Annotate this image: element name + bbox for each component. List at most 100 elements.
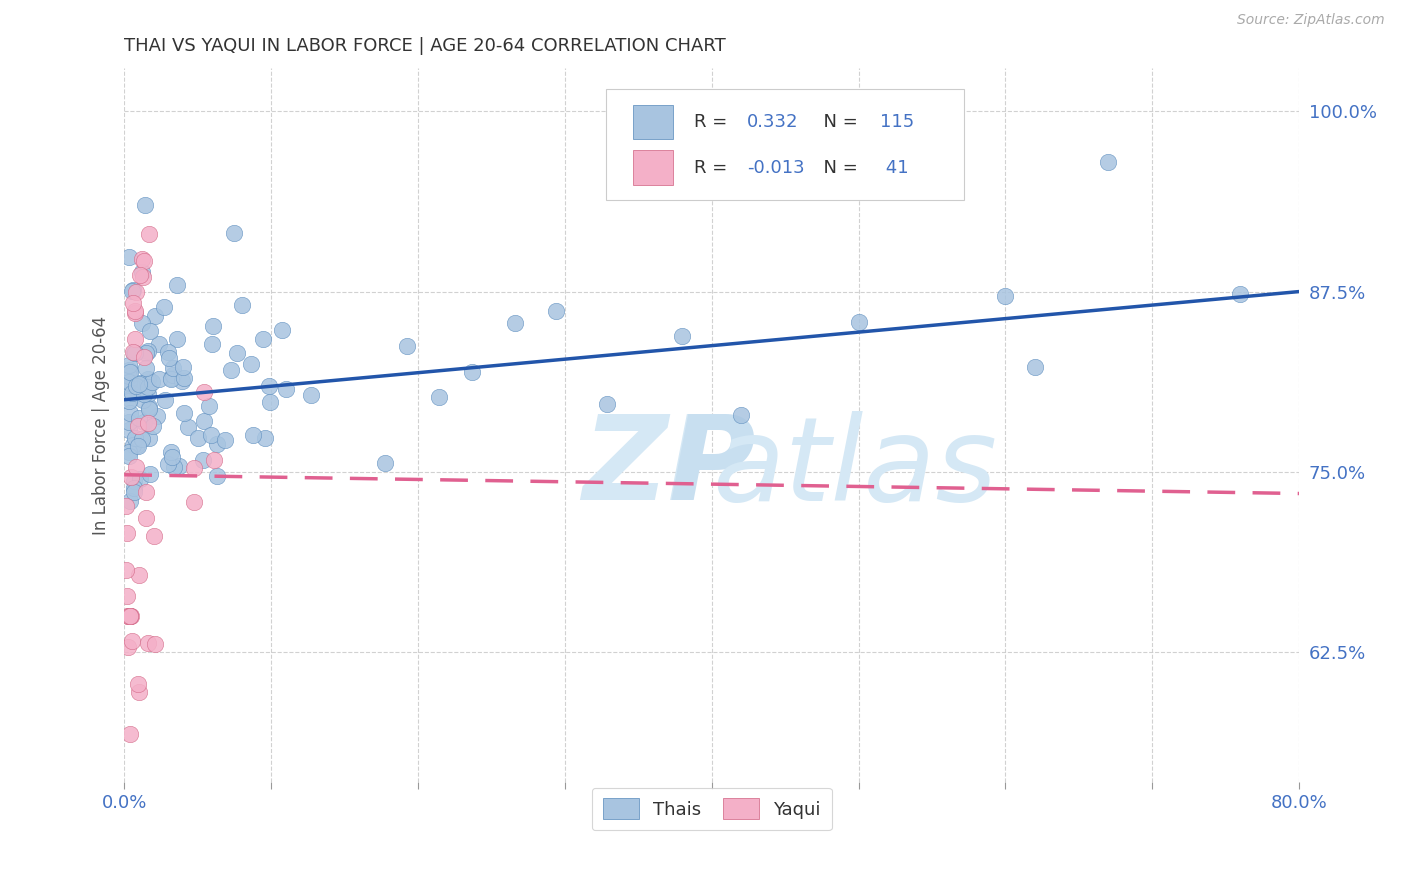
- Point: [127, 419, 149, 434]
- Point: [231, 298, 253, 312]
- Point: [131, 433, 153, 447]
- Point: [122, 481, 145, 495]
- Point: [117, 394, 139, 409]
- Point: [183, 495, 205, 509]
- Point: [219, 363, 242, 377]
- Text: THAI VS YAQUI IN LABOR FORCE | AGE 20-64 CORRELATION CHART: THAI VS YAQUI IN LABOR FORCE | AGE 20-64…: [124, 37, 725, 55]
- Point: [122, 474, 145, 488]
- Point: [136, 387, 159, 401]
- Point: [118, 365, 141, 379]
- Text: 0.332: 0.332: [747, 113, 799, 131]
- Point: [994, 289, 1017, 303]
- Point: [142, 529, 165, 543]
- Point: [128, 411, 150, 425]
- Point: [162, 368, 184, 383]
- Point: [117, 359, 139, 373]
- Point: [124, 460, 146, 475]
- Point: [222, 226, 245, 240]
- Point: [138, 371, 160, 385]
- Point: [114, 563, 136, 577]
- Point: [253, 431, 276, 445]
- Point: [117, 640, 139, 654]
- Point: [138, 227, 160, 241]
- Point: [167, 458, 190, 473]
- Point: [117, 250, 139, 264]
- Point: [117, 386, 139, 401]
- Point: [157, 351, 180, 365]
- Point: [214, 433, 236, 447]
- Point: [128, 568, 150, 582]
- Y-axis label: In Labor Force | Age 20-64: In Labor Force | Age 20-64: [93, 316, 110, 534]
- Point: [544, 303, 567, 318]
- Point: [120, 470, 142, 484]
- Point: [136, 416, 159, 430]
- Point: [134, 484, 156, 499]
- Point: [127, 439, 149, 453]
- Point: [121, 285, 143, 299]
- Point: [134, 350, 156, 364]
- Point: [118, 392, 141, 406]
- Point: [125, 438, 148, 452]
- Point: [156, 458, 179, 472]
- Point: [121, 296, 143, 310]
- FancyBboxPatch shape: [633, 105, 673, 139]
- Point: [128, 472, 150, 486]
- Point: [139, 467, 162, 481]
- Point: [120, 377, 142, 392]
- Text: R =: R =: [695, 113, 733, 131]
- Point: [132, 253, 155, 268]
- Point: [131, 316, 153, 330]
- Point: [117, 445, 139, 459]
- Point: [122, 283, 145, 297]
- Point: [193, 414, 215, 428]
- Point: [117, 609, 139, 624]
- Point: [141, 376, 163, 390]
- Point: [122, 438, 145, 452]
- Point: [127, 677, 149, 691]
- Point: [136, 343, 159, 358]
- Text: ZI: ZI: [582, 410, 711, 525]
- Point: [135, 511, 157, 525]
- Point: [205, 437, 228, 451]
- Point: [118, 406, 141, 420]
- Point: [129, 376, 152, 391]
- Point: [117, 525, 139, 540]
- Point: [176, 419, 198, 434]
- Point: [148, 336, 170, 351]
- Point: [125, 382, 148, 396]
- Point: [138, 431, 160, 445]
- Point: [129, 268, 152, 282]
- Point: [124, 306, 146, 320]
- Point: [160, 371, 183, 385]
- Point: [162, 360, 184, 375]
- Point: [596, 397, 619, 411]
- Text: Source: ZipAtlas.com: Source: ZipAtlas.com: [1237, 13, 1385, 28]
- Point: [1097, 154, 1119, 169]
- Legend: Thais, Yaqui: Thais, Yaqui: [592, 788, 832, 830]
- Point: [239, 357, 262, 371]
- Point: [118, 375, 141, 389]
- Text: 41: 41: [880, 159, 908, 177]
- Point: [163, 459, 186, 474]
- Point: [128, 376, 150, 391]
- Point: [117, 450, 139, 464]
- Point: [132, 270, 155, 285]
- Point: [427, 390, 450, 404]
- Point: [132, 415, 155, 429]
- Point: [118, 362, 141, 376]
- Point: [505, 316, 527, 330]
- Point: [183, 461, 205, 475]
- Point: [122, 345, 145, 359]
- Point: [117, 415, 139, 429]
- Point: [125, 378, 148, 392]
- Point: [160, 450, 183, 465]
- Point: [131, 265, 153, 279]
- Point: [173, 371, 195, 385]
- Point: [242, 428, 264, 442]
- Point: [374, 456, 396, 470]
- Point: [172, 374, 194, 388]
- Text: R =: R =: [695, 159, 733, 177]
- Point: [299, 388, 322, 402]
- Point: [117, 609, 139, 624]
- Point: [120, 609, 142, 624]
